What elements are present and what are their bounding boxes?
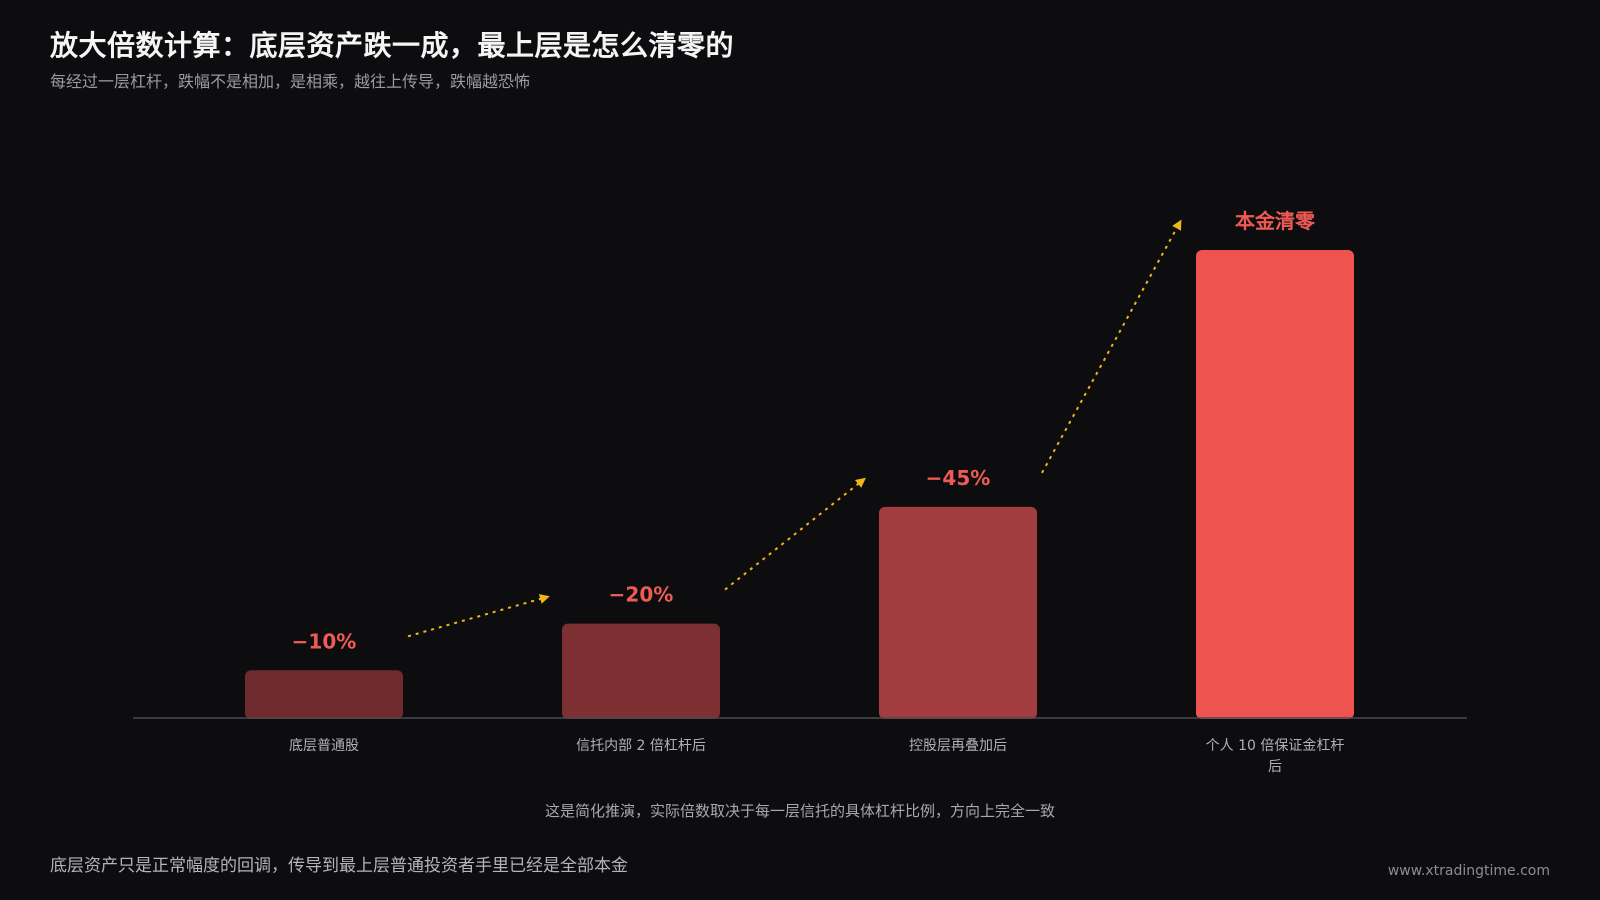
page-subtitle: 每经过一层杠杆，跌幅不是相加，是相乘，越往上传导，跌幅越恐怖 <box>50 72 531 91</box>
bar-3 <box>879 506 1037 719</box>
bar-2 <box>562 623 720 719</box>
chart-note: 这是简化推演，实际倍数取决于每一层信托的具体杠杆比例，方向上完全一致 <box>544 802 1055 820</box>
progression-arrow-1 <box>407 594 550 638</box>
bar-value-label: −45% <box>926 466 991 490</box>
bar-value-label: −10% <box>292 629 357 653</box>
category-label: 底层普通股 <box>289 738 359 754</box>
progression-arrow-3 <box>1041 219 1182 474</box>
category-label: 个人 10 倍保证金杠杆后 <box>1206 738 1345 775</box>
bar-1 <box>245 670 403 719</box>
footer-summary: 底层资产只是正常幅度的回调，传导到最上层普通投资者手里已经是全部本金 <box>50 856 628 876</box>
leverage-bar-chart: −10% 底层普通股 −20% 信托内部 2 倍杠杆后 −45% 控股层再叠加后 本金清零个… <box>133 209 1467 775</box>
category-label: 信托内部 2 倍杠杆后 <box>576 738 706 754</box>
bar-4 <box>1196 250 1354 719</box>
page-title: 放大倍数计算：底层资产跌一成，最上层是怎么清零的 <box>50 29 735 62</box>
bar-value-label: 本金清零 <box>1235 209 1316 233</box>
category-label: 控股层再叠加后 <box>909 738 1007 754</box>
progression-arrow-2 <box>724 477 866 591</box>
site-watermark: www.xtradingtime.com <box>1387 863 1550 879</box>
bar-value-label: −20% <box>609 583 674 607</box>
